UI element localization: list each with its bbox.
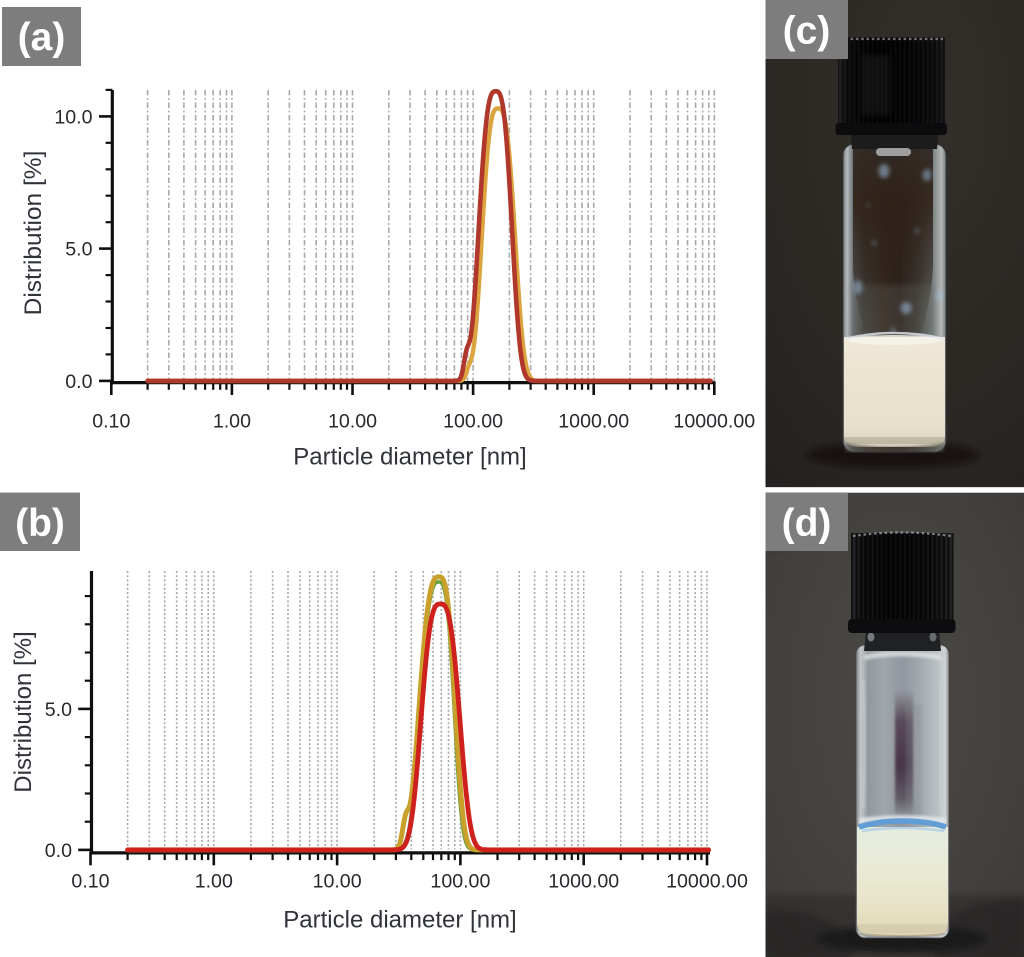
svg-text:(c): (c) [783,10,831,53]
svg-text:1.00: 1.00 [213,411,251,433]
svg-text:5.0: 5.0 [45,699,72,721]
svg-text:5.0: 5.0 [65,239,92,261]
svg-text:(b): (b) [15,502,65,545]
svg-text:10.00: 10.00 [313,870,362,892]
svg-text:1000.00: 1000.00 [558,411,629,433]
svg-text:Distribution [%]: Distribution [%] [10,631,37,792]
svg-text:Particle diameter [nm]: Particle diameter [nm] [283,907,516,934]
svg-text:0.10: 0.10 [71,870,109,892]
svg-text:1000.00: 1000.00 [548,870,619,892]
svg-text:1.00: 1.00 [195,870,233,892]
svg-text:Distribution [%]: Distribution [%] [20,151,47,316]
svg-text:10000.00: 10000.00 [673,411,755,433]
svg-text:(d): (d) [782,502,832,545]
svg-text:0.10: 0.10 [92,411,130,433]
svg-text:10.0: 10.0 [54,106,92,128]
svg-text:0.0: 0.0 [45,840,72,862]
svg-text:100.00: 100.00 [430,870,490,892]
svg-text:10000.00: 10000.00 [666,870,748,892]
svg-text:(a): (a) [18,16,66,59]
svg-text:10.00: 10.00 [328,411,377,433]
svg-text:0.0: 0.0 [65,371,92,393]
svg-text:Particle diameter [nm]: Particle diameter [nm] [293,444,526,471]
svg-text:100.00: 100.00 [443,411,503,433]
